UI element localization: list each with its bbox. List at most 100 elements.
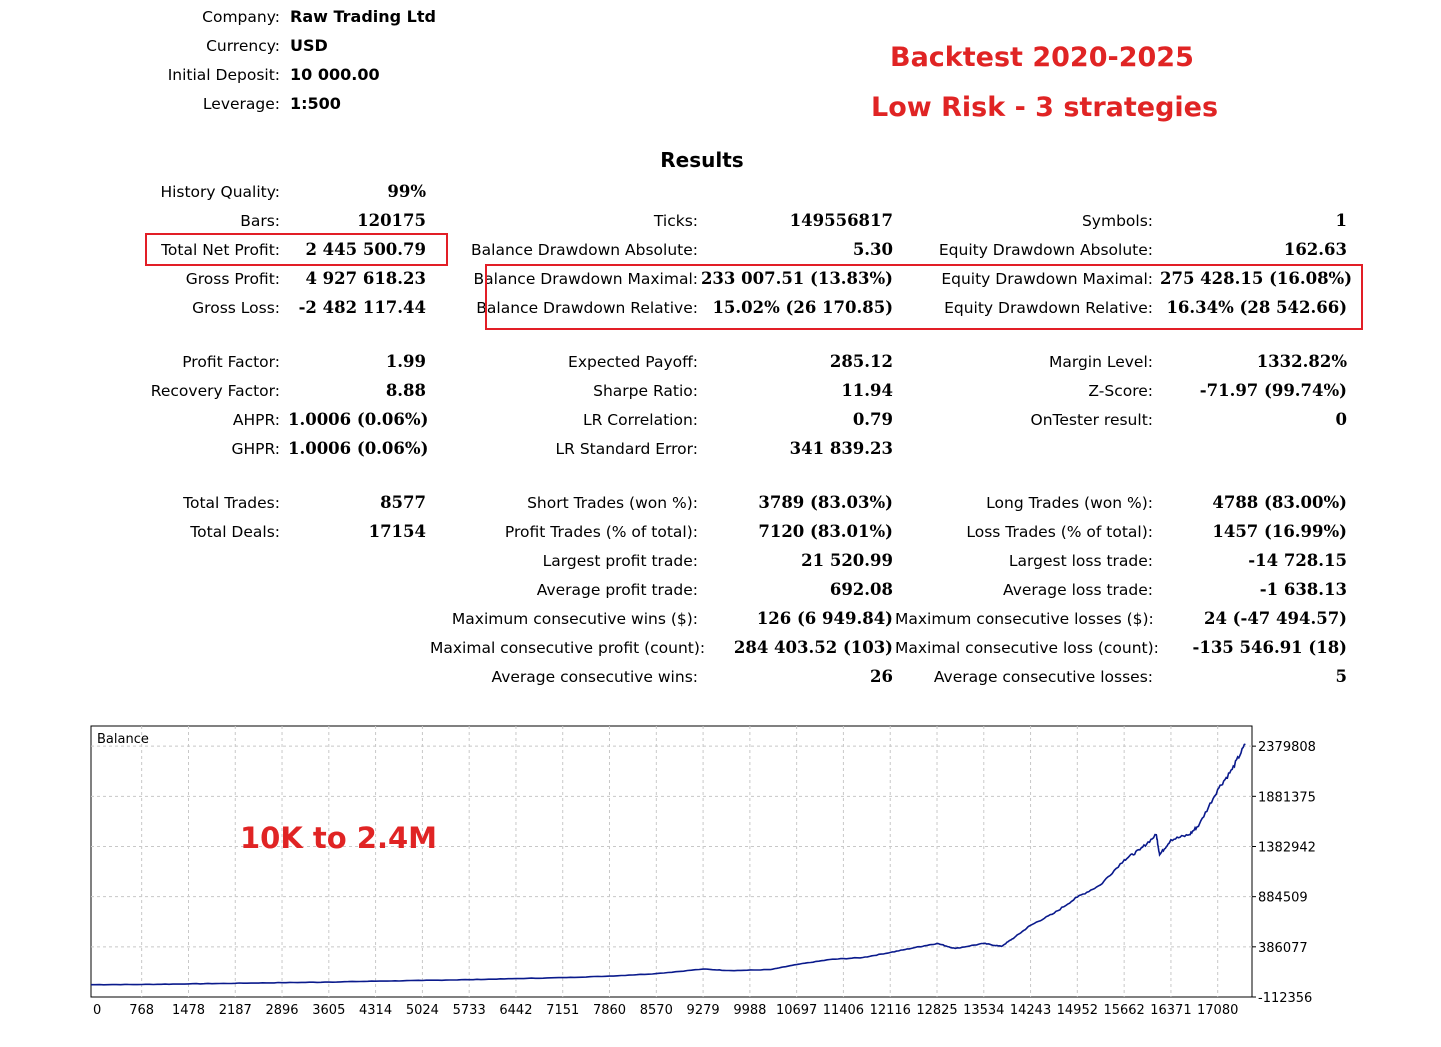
col2-value: 284 403.52 (103)	[733, 638, 893, 657]
col1-label: Total Net Profit:	[161, 241, 280, 259]
drawdown-highlight-box	[485, 264, 1363, 330]
col3-label: Z-Score:	[1088, 382, 1153, 400]
x-tick-label: 2187	[219, 1003, 252, 1018]
col1-label: History Quality:	[160, 183, 280, 201]
x-tick-label: 14952	[1057, 1003, 1098, 1018]
col1-label: Total Trades:	[183, 494, 280, 512]
col2-value: 5.30	[852, 240, 893, 259]
col2-value: 7120 (83.01%)	[758, 522, 893, 541]
col1-label: GHPR:	[231, 440, 280, 458]
col3-value: -71.97 (99.74%)	[1199, 381, 1347, 400]
x-tick-label: 8570	[640, 1003, 673, 1018]
x-tick-label: 3605	[312, 1003, 345, 1018]
x-tick-label: 11406	[823, 1003, 864, 1018]
x-tick-label: 9988	[733, 1003, 766, 1018]
deposit-value: 10 000.00	[290, 65, 380, 84]
col2-label: Maximum consecutive wins ($):	[451, 610, 698, 628]
col1-label: Recovery Factor:	[150, 382, 280, 400]
col3-label: Maximal consecutive loss (count):	[895, 639, 1159, 657]
col3-label: Margin Level:	[1048, 353, 1153, 371]
x-tick-label: 2896	[265, 1003, 298, 1018]
col3-value: 4788 (83.00%)	[1212, 493, 1347, 512]
col2-value: 11.94	[841, 381, 893, 400]
x-tick-label: 1478	[172, 1003, 205, 1018]
col2-value: 3789 (83.03%)	[758, 493, 893, 512]
col3-label: Symbols:	[1081, 212, 1153, 230]
y-tick-label: 1382942	[1258, 840, 1316, 855]
x-tick-label: 7151	[546, 1003, 579, 1018]
balance-line	[91, 743, 1246, 986]
x-tick-label: 15662	[1103, 1003, 1144, 1018]
col3-value: -1 638.13	[1259, 580, 1347, 599]
col3-label: Largest loss trade:	[1008, 552, 1153, 570]
leverage-value: 1:500	[290, 94, 341, 113]
col2-value: 692.08	[829, 580, 893, 599]
col2-label: Short Trades (won %):	[527, 494, 698, 512]
results-title: Results	[660, 148, 744, 172]
deposit-label: Initial Deposit:	[167, 66, 280, 84]
col3-value: 275 428.15 (16.08%)	[1160, 269, 1353, 288]
x-tick-label: 10697	[776, 1003, 817, 1018]
x-tick-label: 6442	[499, 1003, 532, 1018]
x-tick-label: 14243	[1010, 1003, 1051, 1018]
col2-label: Balance Drawdown Absolute:	[471, 241, 698, 259]
col1-value: 2 445 500.79	[305, 240, 426, 259]
col1-label: Total Deals:	[190, 523, 280, 541]
col3-value: 1457 (16.99%)	[1212, 522, 1347, 541]
col3-label: Maximum consecutive losses ($):	[895, 610, 1154, 628]
col1-label: AHPR:	[232, 411, 280, 429]
y-axis-ticks: 2379808 1881375 1382942 884509 386077 -112356	[1252, 740, 1316, 1006]
x-tick-label: 12825	[916, 1003, 957, 1018]
col2-label: Expected Payoff:	[568, 353, 698, 371]
x-tick-label: 0	[93, 1003, 101, 1018]
banner-line2: Low Risk - 3 strategies	[871, 92, 1219, 123]
col2-value: 21 520.99	[801, 551, 893, 570]
col3-label: Average consecutive losses:	[933, 668, 1153, 686]
col3-value: 0	[1335, 410, 1347, 429]
col2-label: Largest profit trade:	[542, 552, 698, 570]
col3-value: 1332.82%	[1256, 352, 1347, 371]
col3-label: Loss Trades (% of total):	[966, 523, 1153, 541]
col2-label: Average consecutive wins:	[491, 668, 699, 686]
col2-label: Average profit trade:	[536, 581, 698, 599]
y-tick-label: 386077	[1258, 941, 1308, 956]
col2-label: Profit Trades (% of total):	[504, 523, 698, 541]
col3-value: -135 546.91 (18)	[1192, 638, 1347, 657]
currency-label: Currency:	[206, 37, 280, 55]
col1-label: Gross Loss:	[192, 299, 280, 317]
y-tick-label: 1881375	[1258, 790, 1316, 805]
col1-value: 8.88	[385, 381, 426, 400]
x-axis-ticks: 0 768 1478 2187 2896 3605 4314 5024 5733 6442 7151…	[93, 1003, 1238, 1018]
col1-value: 17154	[368, 522, 426, 541]
x-tick-label: 16371	[1150, 1003, 1191, 1018]
col1-label: Gross Profit:	[185, 270, 280, 288]
col2-label: LR Correlation:	[582, 411, 698, 429]
x-tick-label: 13534	[963, 1003, 1004, 1018]
x-tick-label: 12116	[870, 1003, 911, 1018]
y-tick-label: -112356	[1258, 991, 1312, 1006]
col1-value: -2 482 117.44	[298, 298, 426, 317]
col1-label: Bars:	[240, 212, 280, 230]
col3-label: Average loss trade:	[1003, 581, 1153, 599]
company-value: Raw Trading Ltd	[290, 7, 436, 26]
col2-label: LR Standard Error:	[555, 440, 698, 458]
y-tick-label: 884509	[1258, 891, 1308, 906]
col1-value: 1.0006 (0.06%)	[288, 410, 429, 429]
company-label: Company:	[202, 8, 280, 26]
x-tick-label: 5024	[406, 1003, 439, 1018]
col1-value: 120175	[357, 211, 426, 230]
col1-label: Profit Factor:	[182, 353, 280, 371]
col3-value: 24 (-47 494.57)	[1203, 609, 1347, 628]
col1-value: 1.99	[385, 352, 426, 371]
col2-value: 15.02% (26 170.85)	[712, 298, 893, 317]
chart-grid	[91, 726, 1252, 997]
col2-value: 0.79	[852, 410, 893, 429]
balance-series	[91, 743, 1246, 986]
col3-value: 162.63	[1283, 240, 1347, 259]
col2-label: Ticks:	[653, 212, 698, 230]
col3-label: Equity Drawdown Absolute:	[938, 241, 1153, 259]
chart-annotation: 10K to 2.4M	[240, 821, 437, 855]
col2-value: 149556817	[789, 211, 893, 230]
x-tick-label: 5733	[453, 1003, 486, 1018]
col2-value: 126 (6 949.84)	[756, 609, 893, 628]
